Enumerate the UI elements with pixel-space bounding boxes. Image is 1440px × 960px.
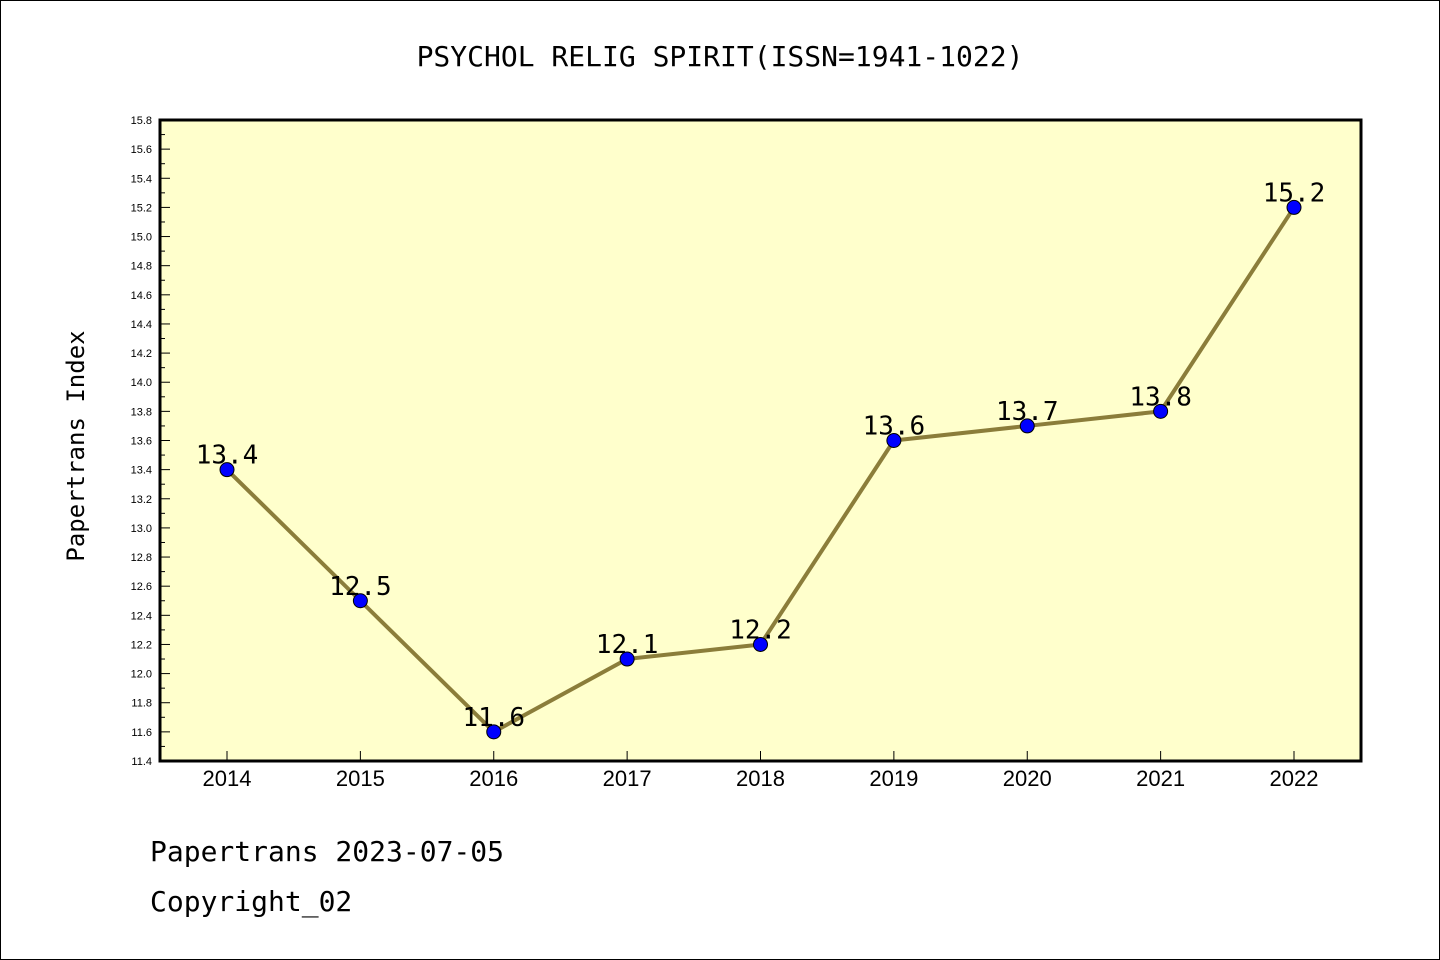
y-tick-label: 13.6 (131, 436, 152, 448)
y-tick-label: 13.0 (131, 523, 152, 535)
y-tick-label: 14.0 (131, 377, 152, 389)
x-tick-label: 2022 (1270, 766, 1319, 791)
y-tick-label: 15.8 (131, 115, 152, 127)
data-label: 12.2 (729, 615, 792, 645)
data-point (486, 724, 502, 740)
y-axis-label: Papertrans Index (62, 330, 90, 561)
y-tick-label: 15.0 (131, 232, 152, 244)
data-point (1286, 199, 1302, 215)
data-label: 11.6 (462, 703, 525, 733)
data-label: 12.5 (329, 572, 392, 602)
plot-area (160, 120, 1361, 761)
y-tick-label: 11.6 (131, 727, 152, 739)
plot-border (158, 118, 1363, 763)
data-point (619, 651, 635, 667)
x-tick-label: 2018 (736, 766, 785, 791)
data-label: 13.7 (996, 397, 1059, 427)
y-tick-label: 11.4 (131, 756, 152, 768)
footer-date: Papertrans 2023-07-05 (150, 835, 505, 868)
data-label: 13.6 (863, 412, 926, 442)
data-point (1153, 403, 1169, 419)
y-tick-label: 12.2 (131, 639, 152, 651)
y-tick-label: 14.8 (131, 261, 152, 273)
y-tick-label: 15.2 (131, 202, 152, 214)
y-tick-label: 12.8 (131, 552, 152, 564)
y-tick-label: 12.0 (131, 669, 152, 681)
x-tick-label: 2020 (1003, 766, 1052, 791)
x-tick-label: 2015 (336, 766, 385, 791)
x-tick-label: 2017 (603, 766, 652, 791)
x-tick-label: 2019 (869, 766, 918, 791)
chart-title: PSYCHOL RELIG SPIRIT(ISSN=1941-1022) (417, 40, 1024, 73)
y-tick-label: 14.6 (131, 290, 152, 302)
y-tick-label: 15.6 (131, 144, 152, 156)
data-point (886, 433, 902, 448)
y-tick-label: 12.4 (131, 610, 152, 622)
y-tick-label: 15.4 (131, 173, 152, 185)
x-tick-label: 2016 (469, 766, 518, 791)
data-label: 13.8 (1129, 382, 1192, 412)
x-tick-label: 2021 (1136, 766, 1185, 791)
data-point (219, 462, 235, 478)
y-tick-label: 11.8 (131, 698, 152, 710)
y-tick-label: 13.2 (131, 494, 152, 506)
data-point (753, 636, 768, 652)
data-point (1019, 418, 1035, 434)
data-label: 15.2 (1263, 178, 1326, 208)
data-point (352, 593, 368, 609)
y-tick-label: 12.6 (131, 581, 152, 593)
y-tick-label: 13.4 (131, 465, 152, 477)
data-label: 13.4 (196, 441, 259, 471)
data-label: 12.1 (596, 630, 659, 660)
y-tick-label: 14.2 (131, 348, 152, 360)
y-tick-label: 13.8 (131, 406, 152, 418)
footer-copyright: Copyright_02 (150, 885, 353, 918)
y-tick-label: 14.4 (131, 319, 152, 331)
x-tick-label: 2014 (203, 766, 252, 791)
